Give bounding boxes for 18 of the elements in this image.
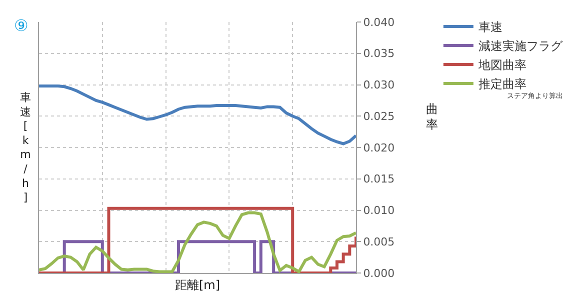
x-axis-title: 距離[m]: [175, 278, 220, 292]
legend-label: 地図曲率: [477, 58, 526, 72]
y-tick-label: 0.025: [363, 110, 395, 123]
legend-label: 推定曲率: [478, 77, 526, 92]
y-tick-label: 0.035: [363, 47, 395, 60]
y-axis-title: 曲率: [426, 102, 438, 132]
y-tick-label: 0.000: [363, 266, 395, 280]
text: 車速[km/h]: [20, 91, 31, 204]
y-tick-label: 0.030: [363, 78, 395, 92]
line-series: [39, 84, 356, 146]
legend-label: 減速実施フラグ: [478, 39, 564, 54]
y-tick-label: 0.040: [363, 16, 395, 29]
y-tick-label: 0.020: [363, 141, 395, 154]
y-tick-label: 0.010: [363, 204, 395, 218]
y-tick-label: 0.015: [363, 172, 395, 186]
text: ⑨: [14, 16, 28, 35]
y-tick-label: 0.005: [363, 235, 395, 248]
legend-label: 車速: [478, 20, 502, 34]
